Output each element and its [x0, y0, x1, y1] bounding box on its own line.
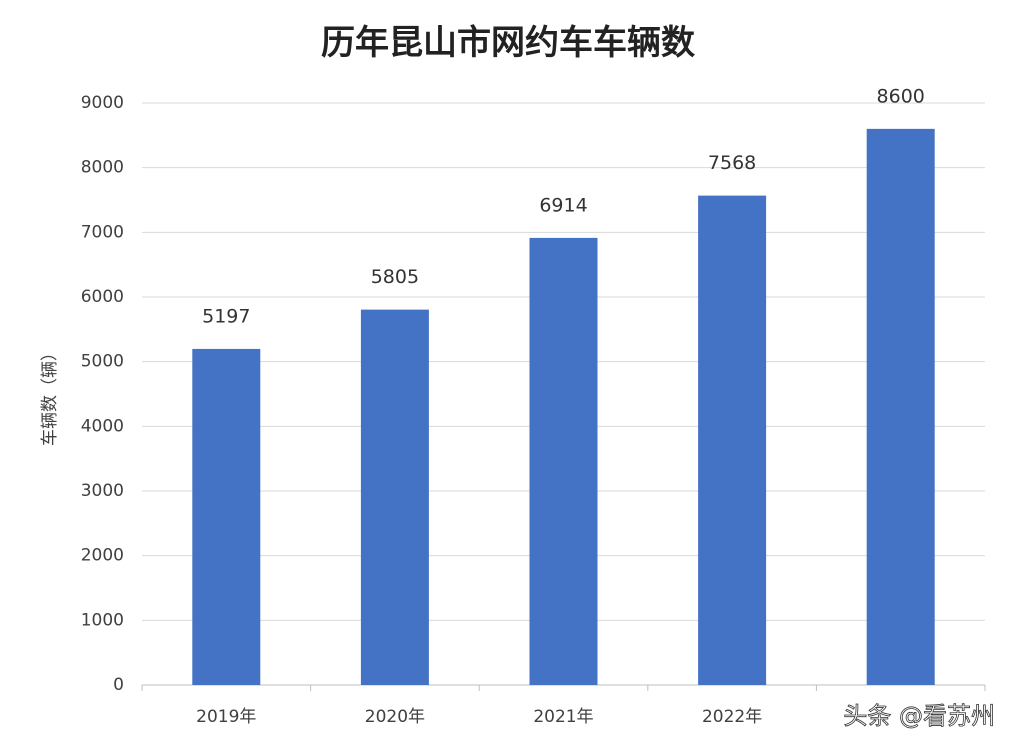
y-tick-label: 3000 — [81, 481, 124, 501]
x-tick-label: 2019年 — [196, 707, 256, 727]
bar — [866, 128, 935, 685]
y-tick-label: 4000 — [81, 416, 124, 436]
y-tick-label: 6000 — [81, 287, 124, 307]
y-tick-label: 5000 — [81, 352, 124, 372]
x-tick-label: 2020年 — [365, 707, 425, 727]
x-tick-label: 2022年 — [702, 707, 762, 727]
data-label: 8600 — [877, 85, 925, 107]
x-tick-label: 2021年 — [533, 707, 593, 727]
y-tick-label: 0 — [113, 675, 124, 695]
chart-title: 历年昆山市网约车车辆数 — [321, 23, 695, 63]
data-label: 7568 — [708, 152, 756, 174]
y-tick-label: 1000 — [81, 610, 124, 630]
y-tick-label: 7000 — [81, 222, 124, 242]
y-tick-label: 8000 — [81, 158, 124, 178]
bar — [192, 348, 261, 685]
bar — [529, 237, 598, 686]
data-label: 5197 — [202, 305, 250, 327]
data-label: 6914 — [539, 194, 587, 216]
bar — [698, 195, 767, 685]
data-label: 5805 — [371, 266, 419, 288]
watermark: 头条 @看苏州 — [843, 702, 995, 730]
y-tick-label: 2000 — [81, 546, 124, 566]
y-axis-label: 车辆数（辆） — [40, 344, 60, 446]
bar — [360, 309, 429, 685]
y-tick-label: 9000 — [81, 93, 124, 113]
